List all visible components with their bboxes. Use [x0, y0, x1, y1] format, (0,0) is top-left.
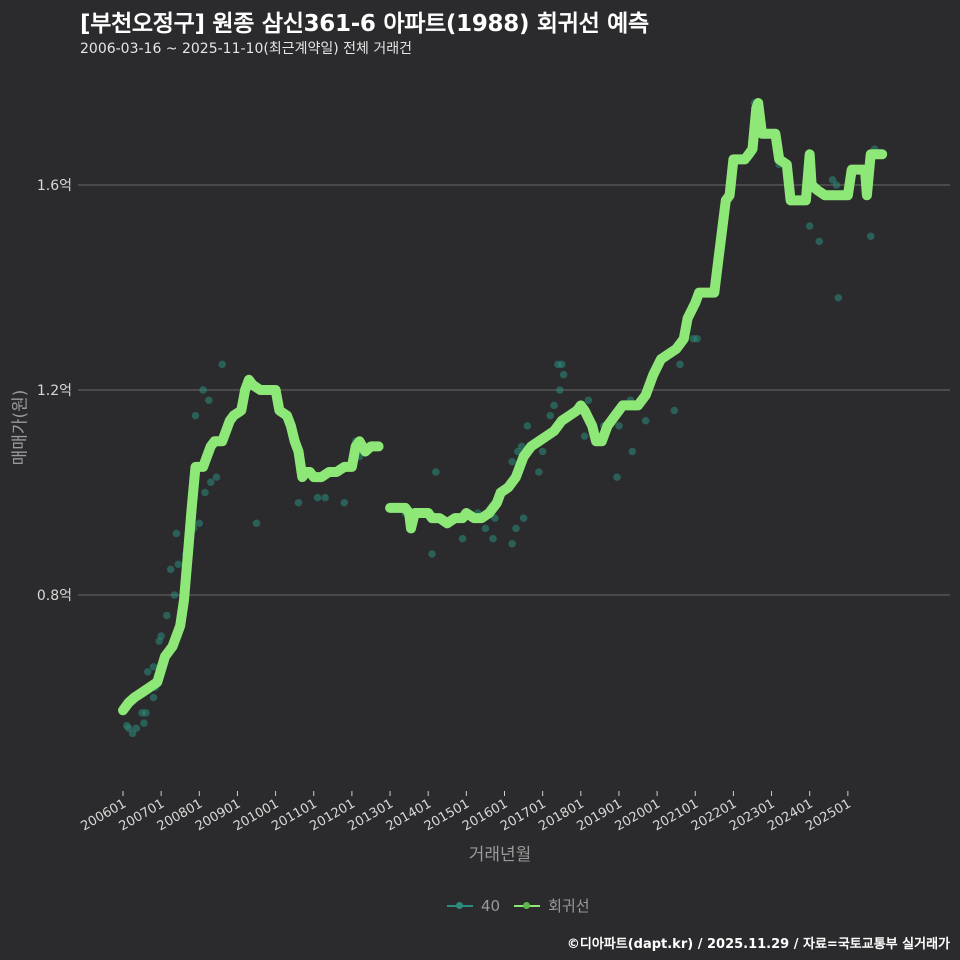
- scatter-point: [294, 498, 303, 507]
- scatter-point: [628, 447, 637, 456]
- scatter-point: [428, 550, 436, 558]
- footer-credit: ©디아파트(dapt.kr) / 2025.11.29 / 자료=국토교통부 실…: [566, 937, 950, 952]
- scatter-point: [212, 473, 221, 481]
- scatter-point: [172, 529, 181, 538]
- y-tick-label: 1.6억: [37, 178, 72, 194]
- scatter-point: [508, 457, 516, 466]
- legend: 40 회귀선: [447, 895, 590, 916]
- scatter-point: [163, 611, 171, 620]
- scatter-point: [491, 514, 499, 522]
- scatter-point: [142, 709, 150, 717]
- scatter-point: [166, 565, 175, 574]
- scatter-point: [535, 468, 543, 476]
- y-tick-label: 0.8억: [37, 588, 72, 604]
- scatter-point: [206, 478, 215, 487]
- regression-line-segment: [385, 98, 888, 534]
- scatter-point: [676, 360, 684, 369]
- scatter-point: [489, 534, 497, 543]
- scatter-point: [170, 591, 179, 599]
- legend-label-40: 40: [481, 896, 501, 915]
- legend-key-40-icon: [447, 900, 473, 912]
- scatter-point: [458, 534, 467, 543]
- y-axis-ticks: 0.8억 1.2억 1.6억: [37, 178, 72, 604]
- scatter-point: [132, 724, 141, 733]
- scatter-point: [523, 422, 532, 430]
- scatter-point: [512, 524, 520, 533]
- scatter-point: [866, 232, 875, 241]
- scatter-point: [432, 468, 440, 476]
- regression-line: [118, 98, 888, 716]
- y-tick-label: 1.2억: [37, 383, 72, 399]
- scatter-point: [546, 411, 555, 420]
- scatter-point: [559, 370, 568, 379]
- scatter-point: [508, 539, 516, 548]
- chart-subtitle: 2006-03-16 ~ 2025-11-10(최근계약일) 전체 거래건: [80, 41, 412, 57]
- scatter-point: [174, 560, 183, 569]
- scatter-point: [313, 493, 322, 502]
- scatter-point: [613, 473, 621, 481]
- scatter-point: [157, 632, 165, 640]
- scatter-point: [556, 386, 564, 394]
- scatter-point: [201, 488, 209, 497]
- scatter-point: [143, 668, 152, 676]
- scatter-point: [191, 411, 200, 420]
- scatter-point: [557, 360, 566, 369]
- y-axis-label: 매매가(원): [10, 389, 31, 466]
- scatter-point: [670, 406, 679, 415]
- scatter-point: [140, 719, 148, 727]
- scatter-point: [834, 293, 843, 302]
- scatter-point: [815, 237, 824, 246]
- regression-line-segment: [118, 374, 384, 716]
- scatter-point: [149, 693, 158, 702]
- scatter-point: [584, 396, 593, 405]
- scatter-point: [641, 416, 650, 425]
- scatter-point: [832, 181, 841, 189]
- scatter-point: [615, 422, 623, 430]
- scatter-point: [205, 396, 213, 405]
- scatter-point: [218, 360, 226, 369]
- scatter-point: [805, 222, 814, 230]
- scatter-point: [517, 442, 526, 451]
- legend-label-regression: 회귀선: [548, 897, 590, 915]
- x-axis-label: 거래년월: [468, 845, 532, 865]
- legend-key-regression-icon: [514, 900, 541, 912]
- scatter-point: [693, 334, 701, 343]
- chart-title: [부천오정구] 원종 삼신361-6 아파트(1988) 회귀선 예측: [80, 11, 649, 37]
- scatter-point: [195, 519, 204, 528]
- scatter-point: [252, 519, 261, 528]
- scatter-point: [199, 386, 207, 394]
- scatter-point: [321, 493, 329, 502]
- scatter-point: [580, 432, 589, 440]
- grid-lines: [78, 184, 950, 596]
- scatter-point: [550, 401, 558, 410]
- scatter-point: [519, 514, 528, 522]
- x-axis-ticks: 2006012007012008012009012010012011012012…: [79, 791, 854, 834]
- scatter-point: [340, 498, 349, 507]
- scatter-point: [538, 447, 547, 456]
- scatter-point: [149, 662, 158, 671]
- scatter-point: [481, 524, 490, 533]
